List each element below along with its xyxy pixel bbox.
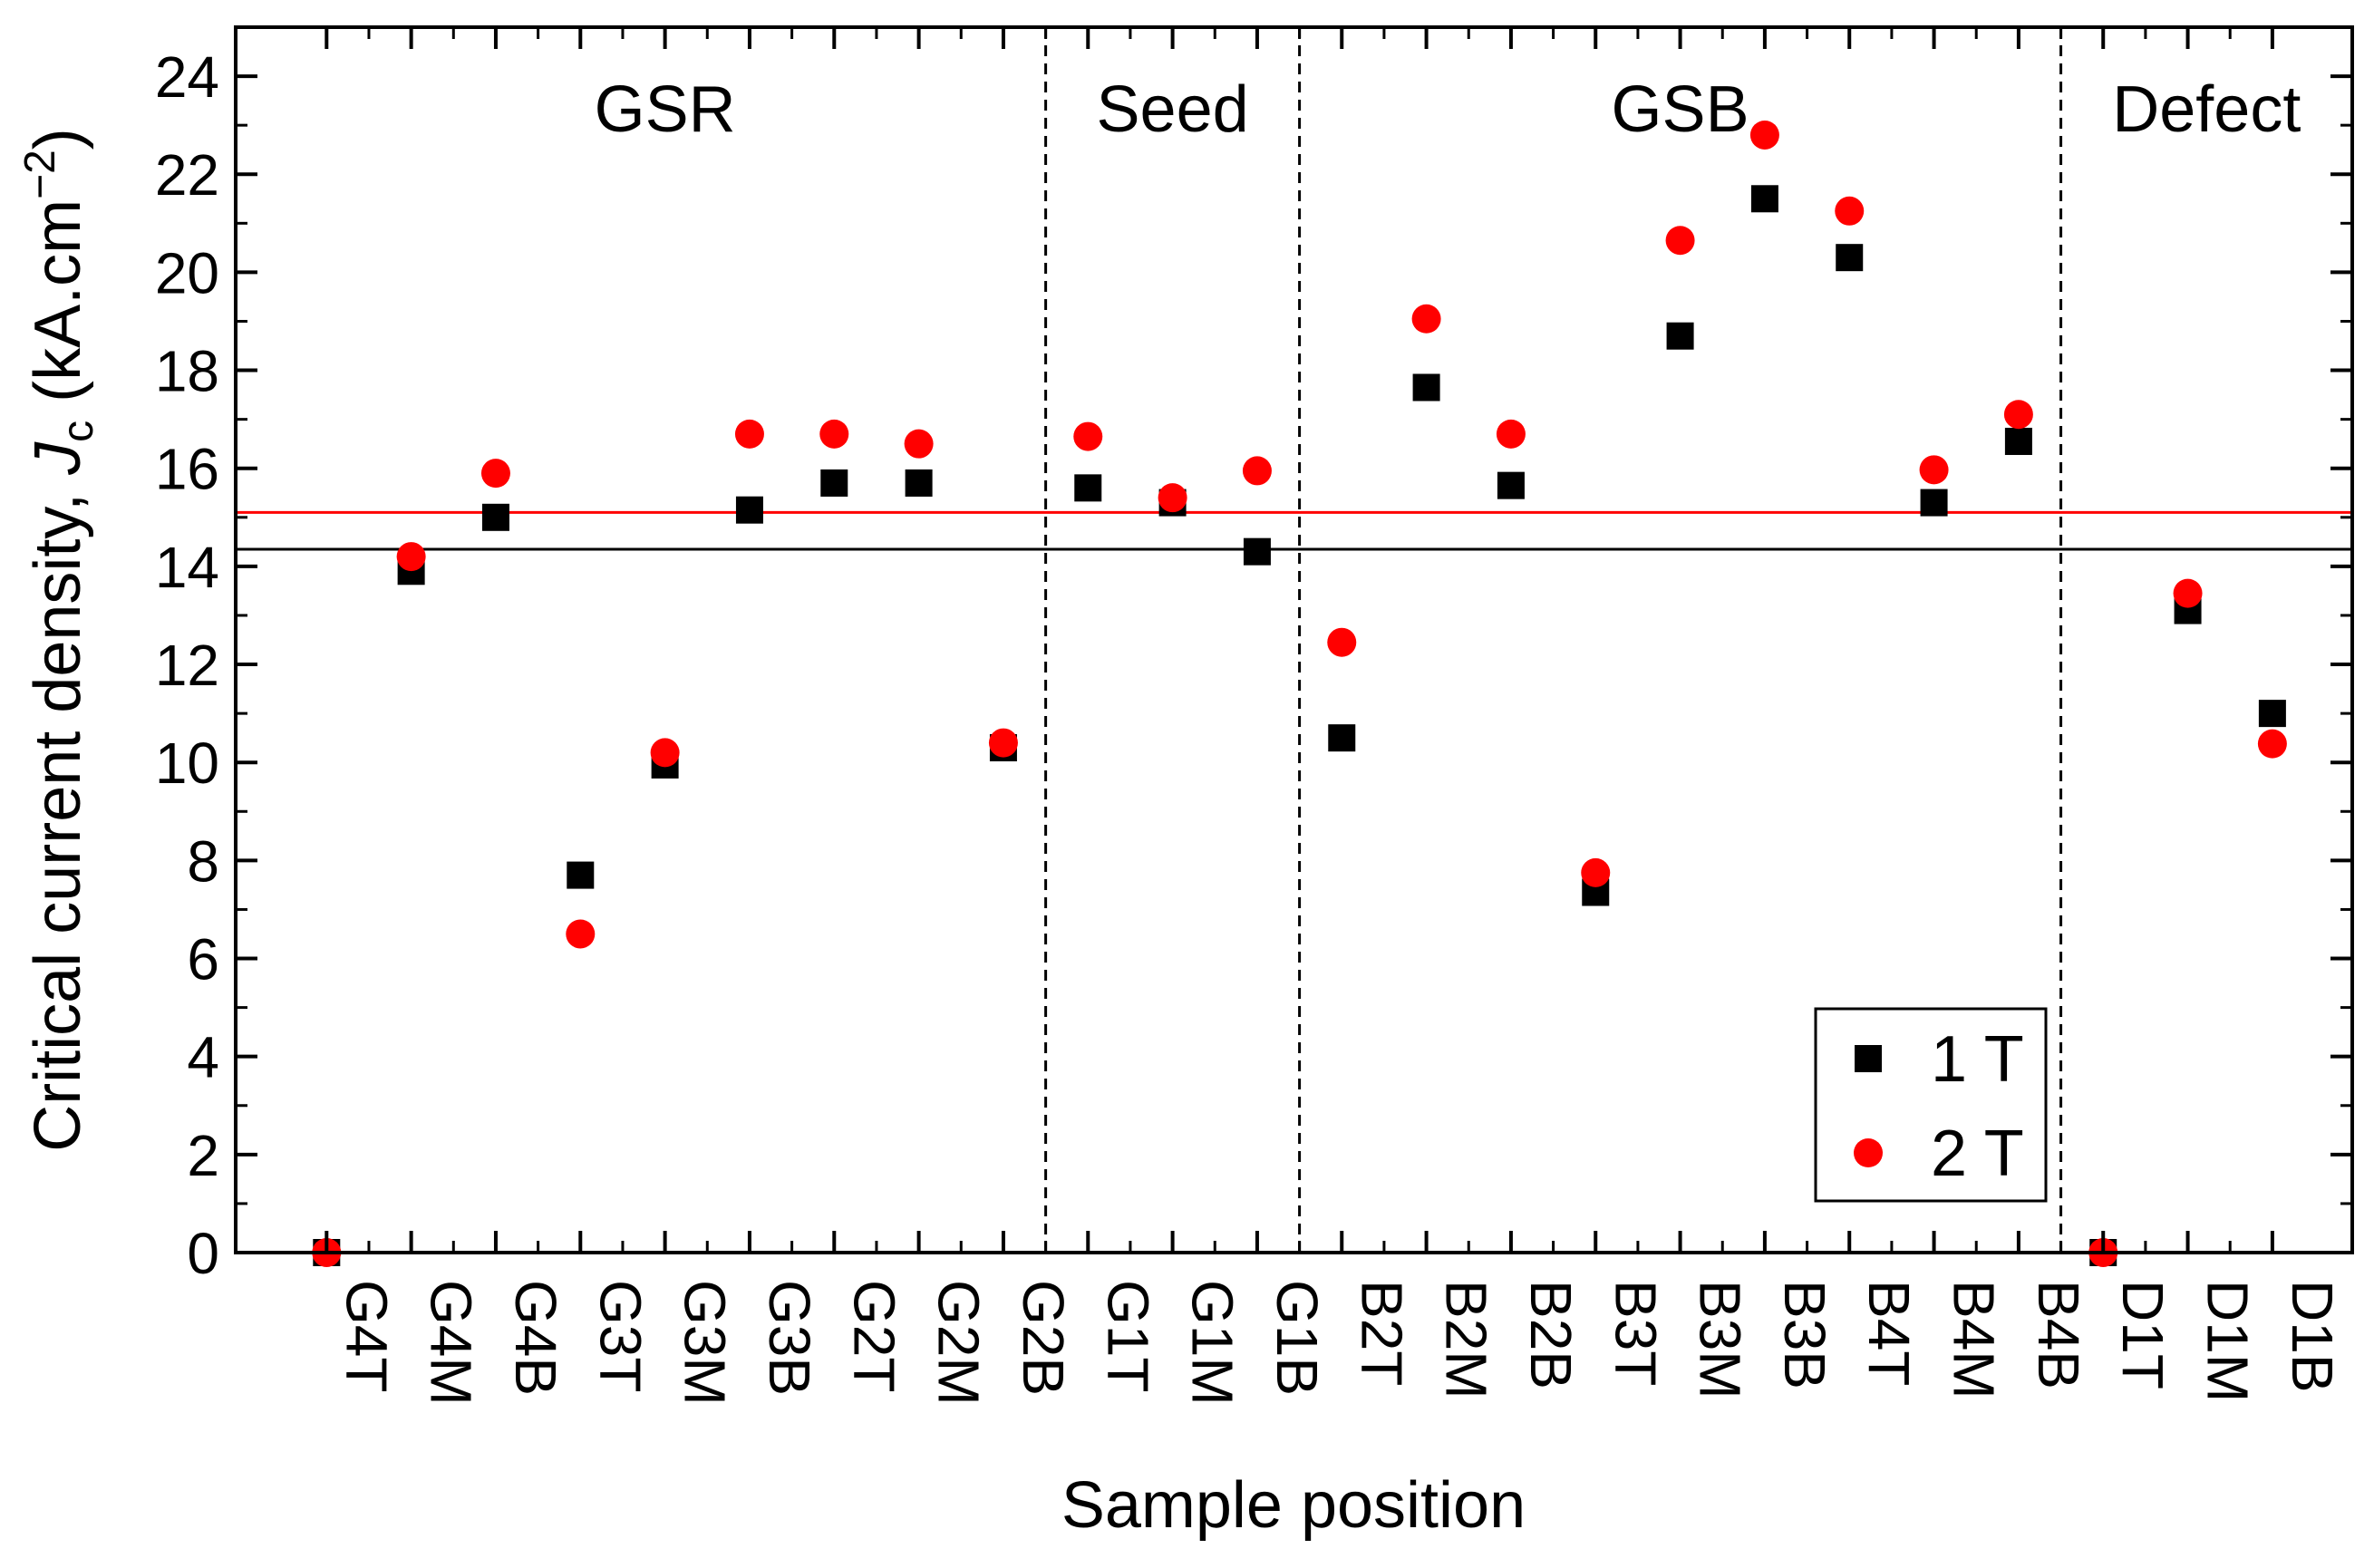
y-tick-label: 16	[155, 437, 219, 502]
point-1t	[1920, 489, 1948, 517]
legend-swatch-1t	[1855, 1045, 1882, 1072]
legend-box	[1814, 1007, 2048, 1203]
point-2t	[2257, 729, 2287, 759]
point-1t	[2004, 427, 2032, 455]
point-1t	[735, 496, 763, 524]
x-tick-label: D1T	[2110, 1280, 2175, 1389]
point-1t	[1243, 537, 1271, 566]
plot-frame	[234, 25, 2354, 1254]
point-2t	[566, 919, 596, 949]
y-tick-label: 8	[187, 828, 219, 894]
region-label: Seed	[1097, 73, 1249, 146]
x-tick-label: G2T	[841, 1280, 906, 1392]
x-axis-title: Sample position	[1061, 1469, 1526, 1542]
y-tick-label: 0	[187, 1221, 219, 1286]
point-1t	[1412, 373, 1440, 402]
y-tick-label: 14	[155, 535, 219, 600]
point-2t	[819, 419, 849, 449]
point-1t	[1750, 185, 1778, 213]
point-1t	[820, 469, 848, 497]
x-tick-label: D1B	[2280, 1280, 2345, 1393]
point-2t	[1411, 304, 1441, 334]
point-2t	[734, 419, 764, 449]
point-1t	[1074, 474, 1102, 502]
point-2t	[1919, 455, 1949, 485]
point-2t	[1073, 421, 1103, 451]
point-2t	[1665, 226, 1695, 256]
x-tick-label: G4M	[419, 1280, 484, 1406]
region-label: GSR	[595, 73, 736, 146]
x-tick-label: G3B	[757, 1280, 822, 1396]
x-tick-label: B3T	[1603, 1280, 1668, 1386]
x-tick-label: B4M	[1942, 1280, 2007, 1399]
x-tick-label: B4T	[1856, 1280, 1922, 1386]
x-tick-label: G1T	[1095, 1280, 1160, 1392]
point-2t	[988, 728, 1018, 758]
y-tick-label: 6	[187, 927, 219, 992]
y-tick-label: 2	[187, 1123, 219, 1188]
region-label: GSB	[1612, 73, 1749, 146]
x-axis: G4T G4M G4B G3T G3M G3B G2T G2M G2B G1T G1M G1B B2T B…	[325, 27, 2345, 1406]
point-2t	[904, 429, 934, 459]
x-tick-label: B3B	[1772, 1280, 1837, 1389]
x-tick-label: B2T	[1349, 1280, 1414, 1386]
x-tick-label: B3M	[1688, 1280, 1753, 1399]
point-1t	[1328, 724, 1356, 752]
point-2t	[650, 738, 680, 768]
y-axis-title: Critical current density, Jc (kA.cm−2)	[16, 128, 102, 1152]
point-2t	[480, 459, 510, 489]
x-tick-label: G4T	[334, 1280, 399, 1392]
point-1t	[567, 861, 595, 889]
y-tick-label: 18	[155, 339, 219, 404]
x-tick-label: G1M	[1180, 1280, 1245, 1406]
x-tick-label: G1B	[1265, 1280, 1330, 1396]
point-2t	[2173, 578, 2203, 608]
x-tick-label: B4B	[2026, 1280, 2091, 1389]
legend: 1 T2 T	[1814, 1007, 2048, 1203]
region-label: Defect	[2112, 73, 2301, 146]
point-2t	[1835, 196, 1865, 226]
region-dividers	[1044, 27, 2063, 1253]
region-labels: GSR Seed GSB Defect	[595, 73, 2301, 146]
point-1t	[1497, 471, 1525, 499]
point-1t	[2258, 700, 2286, 728]
x-tick-label: B2B	[1518, 1280, 1584, 1389]
y-tick-label: 24	[155, 44, 219, 110]
y-tick-label: 12	[155, 633, 219, 698]
y-tick-label: 10	[155, 731, 219, 796]
point-2t	[1496, 419, 1526, 449]
point-2t	[396, 542, 426, 572]
data-points	[312, 120, 2287, 1267]
point-1t	[905, 469, 933, 497]
y-tick-label: 22	[155, 142, 219, 208]
legend-swatch-2t	[1854, 1138, 1883, 1167]
point-1t	[481, 503, 509, 531]
x-tick-label: G3T	[587, 1280, 653, 1392]
y-tick-label: 20	[155, 240, 219, 305]
legend-label: 1 T	[1931, 1023, 2024, 1096]
reference-lines	[236, 510, 2352, 551]
legend-label: 2 T	[1931, 1118, 2024, 1190]
point-2t	[1581, 857, 1611, 887]
x-tick-label: B2M	[1434, 1280, 1499, 1399]
point-2t	[1242, 456, 1272, 486]
x-tick-label: D1M	[2195, 1280, 2261, 1402]
x-tick-label: G3M	[673, 1280, 738, 1406]
point-2t	[1327, 627, 1357, 657]
x-tick-label: G2B	[1011, 1280, 1076, 1396]
x-tick-label: G2M	[926, 1280, 992, 1406]
point-2t	[1158, 483, 1187, 513]
point-1t	[1666, 322, 1694, 350]
y-tick-label: 4	[187, 1025, 219, 1090]
x-tick-label: G4B	[503, 1280, 568, 1396]
point-1t	[1836, 244, 1864, 272]
point-2t	[2003, 400, 2033, 430]
point-2t	[1749, 120, 1779, 150]
